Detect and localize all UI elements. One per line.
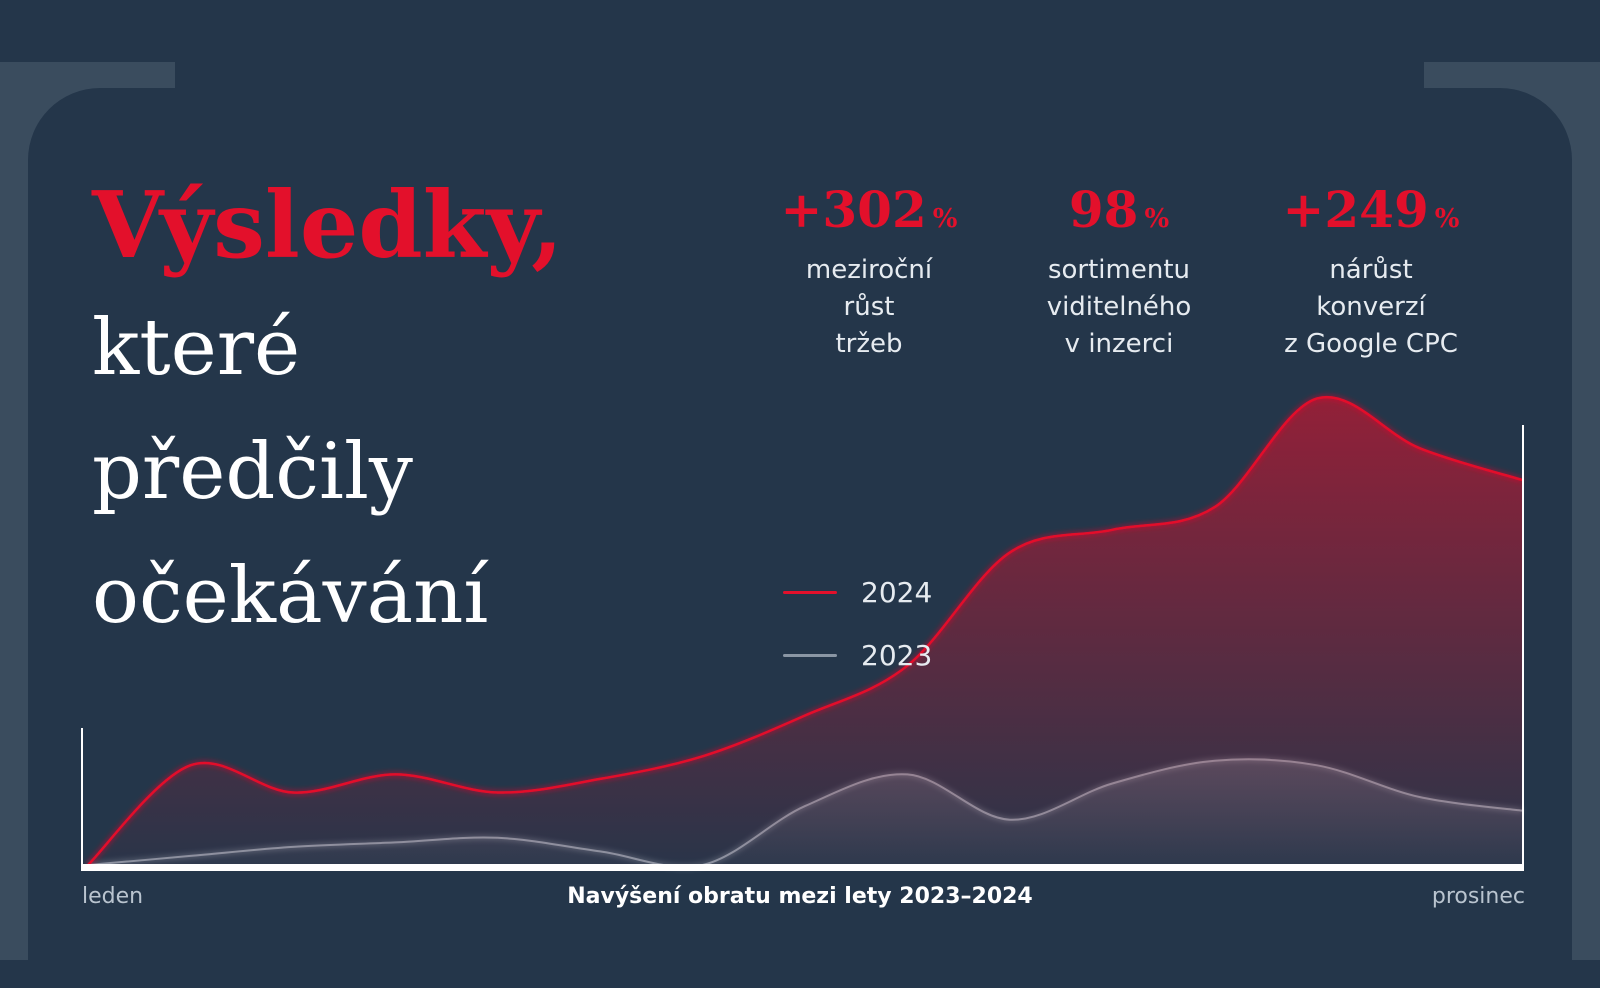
stat-description-line: tržeb: [835, 329, 903, 359]
stat-value: +302: [780, 180, 927, 239]
headline: Výsledky, které předčily očekávání: [92, 170, 563, 658]
stat-unit: %: [1144, 204, 1170, 234]
headline-line: očekávání: [92, 551, 489, 641]
x-axis-end-label: prosinec: [1431, 884, 1525, 909]
stat-unit: %: [932, 204, 958, 234]
x-axis-baseline: [81, 864, 1524, 871]
stat-description-line: meziroční: [805, 255, 933, 285]
stat-description: meziroční růst tržeb: [749, 252, 989, 363]
series-2024-line: [87, 395, 1523, 866]
stat-description-line: růst: [843, 292, 895, 322]
stat-value: 98: [1068, 180, 1139, 239]
stat-value: +249: [1282, 180, 1429, 239]
legend-swatch-2024: [783, 590, 837, 594]
stat-description-line: konverzí: [1316, 292, 1426, 322]
stat-assortment-visibility: 98% sortimentu viditelného v inzerci: [999, 180, 1239, 363]
stat-description-line: v inzerci: [1064, 329, 1174, 359]
stat-description: sortimentu viditelného v inzerci: [999, 252, 1239, 363]
stat-description-line: nárůst: [1329, 255, 1413, 285]
legend-label: 2023: [861, 638, 933, 672]
stat-description-line: viditelného: [1046, 292, 1192, 322]
headline-line: předčily: [92, 427, 413, 517]
stat-revenue-growth: +302% meziroční růst tržeb: [749, 180, 989, 363]
stat-description-line: z Google CPC: [1284, 329, 1458, 359]
legend-item-2024: 2024: [783, 572, 932, 612]
stat-unit: %: [1434, 204, 1460, 234]
x-axis-start-label: leden: [82, 884, 144, 909]
stat-conversion-growth: +249% nárůst konverzí z Google CPC: [1251, 180, 1491, 363]
headline-accent: Výsledky,: [92, 171, 564, 279]
legend-label: 2024: [861, 575, 933, 609]
legend-item-2023: 2023: [783, 635, 932, 675]
revenue-chart: [81, 395, 1524, 871]
chart-title: Navýšení obratu mezi lety 2023–2024: [567, 884, 1033, 909]
legend-swatch-2023: [783, 653, 837, 657]
headline-line: které: [92, 303, 301, 393]
stat-description-line: sortimentu: [1047, 255, 1191, 285]
series-2024-area: [88, 397, 1522, 865]
stat-description: nárůst konverzí z Google CPC: [1251, 252, 1491, 363]
